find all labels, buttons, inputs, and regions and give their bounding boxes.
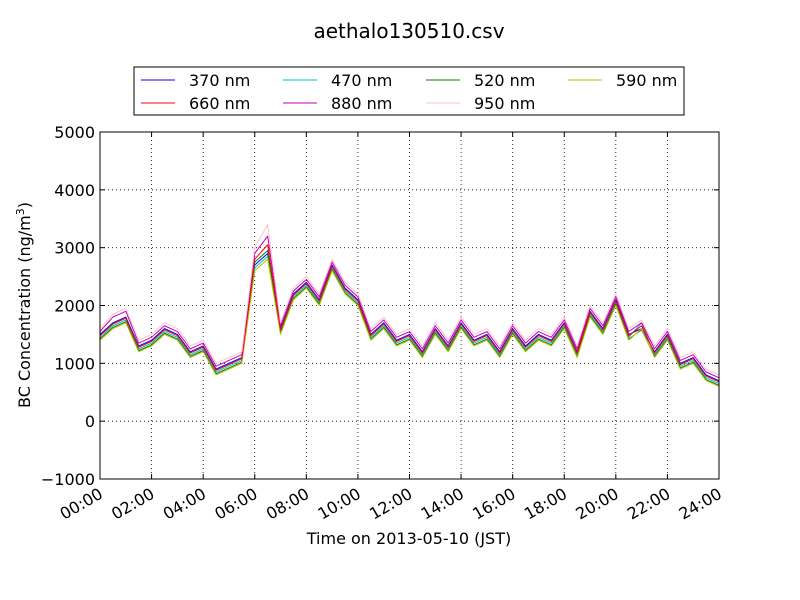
legend-label-3: 590 nm [616, 71, 677, 90]
legend-label-0: 370 nm [189, 71, 250, 90]
y-tick-label-1: 0 [85, 412, 95, 431]
series-layer [99, 224, 720, 387]
legend-entries: 370 nm 470 nm 520 nm 590 nm 660 nm 880 nm 950 … [141, 71, 677, 113]
legend: 370 nm 470 nm 520 nm 590 nm 660 nm 880 nm 950 … [133, 66, 685, 116]
legend-label-4: 660 nm [189, 94, 250, 113]
y-axis-label-main: BC Concentration (ng/m [15, 215, 34, 408]
series-line-4 [99, 244, 720, 383]
series-line-0 [99, 252, 720, 382]
y-axis-label: BC Concentration (ng/m3) [14, 202, 34, 408]
chart-title: aethalo130510.csv [313, 19, 504, 43]
y-tick-label-3: 2000 [54, 297, 95, 316]
legend-frame [133, 66, 685, 116]
series-line-6 [99, 224, 720, 376]
y-tick-label-6: 5000 [54, 123, 95, 142]
series-line-1 [99, 255, 720, 385]
y-tick-label-2: 1000 [54, 354, 95, 373]
series-line-5 [99, 235, 720, 379]
legend-label-2: 520 nm [474, 71, 535, 90]
y-tick-label-5: 4000 [54, 181, 95, 200]
plot-area: 00:00 02:00 04:00 06:00 08:00 10:00 12:00 14:00… [41, 123, 725, 524]
y-tick-label-4: 3000 [54, 239, 95, 258]
legend-label-6: 950 nm [474, 94, 535, 113]
y-axis-label-close: ) [15, 202, 34, 208]
y-axis-label-superscript: 3 [14, 208, 27, 215]
series-line-2 [99, 250, 720, 386]
y-axis: −1000 0 1000 2000 3000 4000 5000 [41, 123, 719, 489]
legend-label-1: 470 nm [331, 71, 392, 90]
x-axis-label: Time on 2013-05-10 (JST) [306, 529, 511, 548]
y-tick-label-0: −1000 [41, 470, 95, 489]
legend-label-5: 880 nm [331, 94, 392, 113]
series-line-3 [99, 258, 720, 387]
